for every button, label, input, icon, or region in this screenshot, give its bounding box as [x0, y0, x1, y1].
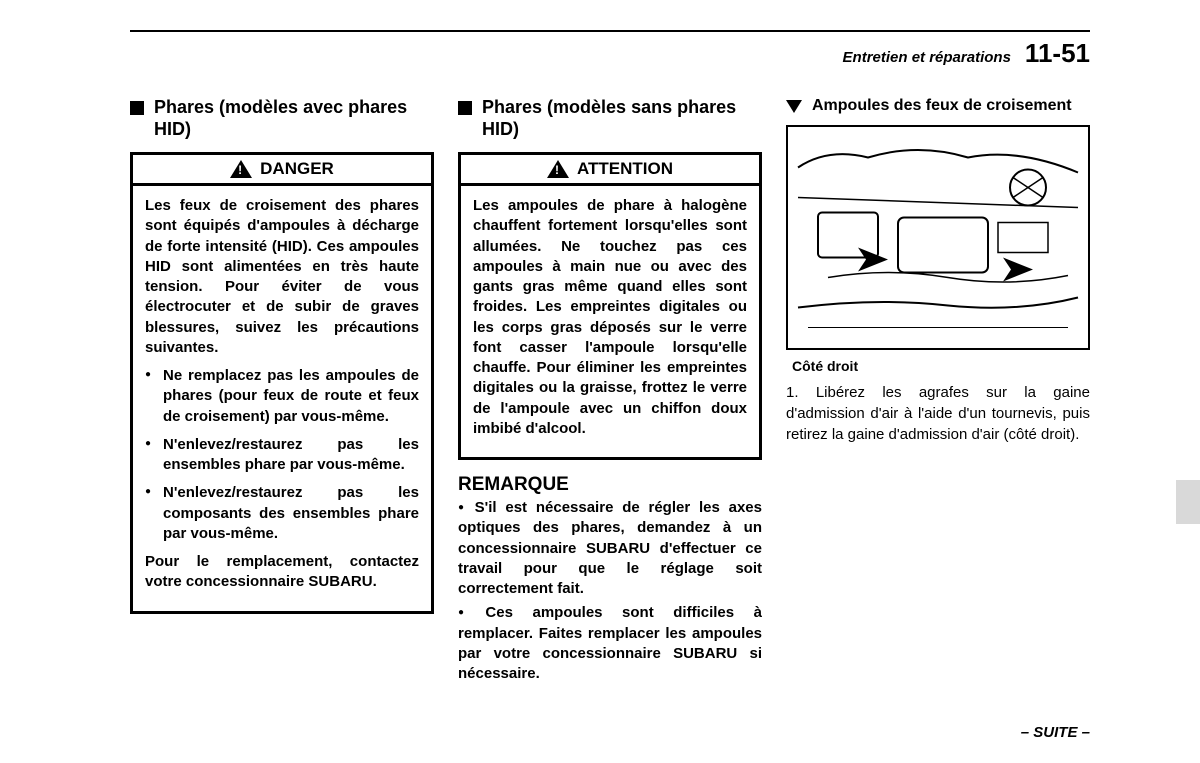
remark-item: ●S'il est nécessaire de régler les axes … — [458, 498, 762, 599]
square-bullet-icon — [130, 101, 144, 115]
warning-triangle-icon — [230, 160, 252, 178]
column-2: Phares (modèles sans phares HID) ATTENTI… — [458, 97, 762, 688]
danger-item: Ne remplacez pas les ampoules de phares … — [145, 366, 419, 427]
col3-subheading: Ampoules des feux de croisement — [812, 97, 1072, 115]
step-text: 1. Libérez les agrafes sur la gaine d'ad… — [786, 382, 1090, 445]
remark-list: ●S'il est nécessaire de régler les axes … — [458, 498, 762, 684]
warning-triangle-icon — [547, 160, 569, 178]
danger-label: DANGER — [260, 159, 334, 179]
column-1: Phares (modèles avec phares HID) DANGER … — [130, 97, 434, 688]
header-rule — [130, 30, 1090, 32]
attention-label: ATTENTION — [577, 159, 673, 179]
col1-heading: Phares (modèles avec phares HID) — [154, 97, 434, 140]
engine-bay-illustration — [788, 127, 1088, 348]
remark-item: ●Ces ampoules sont difficiles à remplace… — [458, 603, 762, 684]
danger-box: DANGER Les feux de croisement des phares… — [130, 152, 434, 614]
column-3: Ampoules des feux de croisement — [786, 97, 1090, 688]
danger-body: Les feux de croisement des phares sont é… — [133, 186, 431, 611]
attention-text: Les ampoules de phare à halogène chauffe… — [473, 196, 747, 439]
heading-row: Phares (modèles avec phares HID) — [130, 97, 434, 140]
square-bullet-icon — [458, 101, 472, 115]
danger-outro: Pour le remplacement, contactez votre co… — [145, 552, 419, 593]
attention-box: ATTENTION Les ampoules de phare à halogè… — [458, 152, 762, 460]
col2-heading: Phares (modèles sans phares HID) — [482, 97, 762, 140]
remark-heading: REMARQUE — [458, 474, 762, 496]
manual-page: Entretien et réparations 11-51 Phares (m… — [0, 0, 1200, 763]
figure-caption: Côté droit — [792, 358, 1090, 374]
attention-body: Les ampoules de phare à halogène chauffe… — [461, 186, 759, 457]
danger-intro: Les feux de croisement des phares sont é… — [145, 196, 419, 358]
attention-title: ATTENTION — [461, 155, 759, 186]
illustration-figure — [786, 125, 1090, 350]
danger-item: N'enlevez/restaurez pas les composants d… — [145, 483, 419, 544]
down-triangle-icon — [786, 100, 802, 113]
section-title: Entretien et réparations — [843, 49, 1011, 66]
heading-row: Phares (modèles sans phares HID) — [458, 97, 762, 140]
page-number: 11-51 — [1025, 38, 1090, 69]
continued-footer: – SUITE – — [1021, 724, 1090, 741]
subheading-row: Ampoules des feux de croisement — [786, 97, 1090, 115]
page-header: Entretien et réparations 11-51 — [130, 38, 1090, 69]
danger-item: N'enlevez/restaurez pas les ensembles ph… — [145, 435, 419, 476]
danger-list: Ne remplacez pas les ampoules de phares … — [145, 366, 419, 544]
danger-title: DANGER — [133, 155, 431, 186]
section-tab-marker — [1176, 480, 1200, 524]
content-columns: Phares (modèles avec phares HID) DANGER … — [130, 97, 1090, 688]
